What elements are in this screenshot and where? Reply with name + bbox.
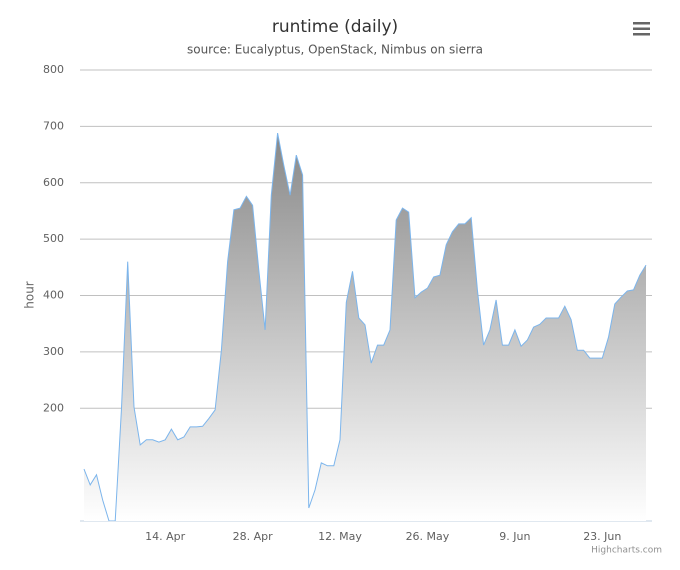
y-tick-label: 600 <box>43 176 64 189</box>
y-tick-label: 400 <box>43 289 64 302</box>
menu-bar <box>633 33 650 36</box>
y-tick-label: 700 <box>43 119 64 132</box>
plot-area <box>83 133 647 521</box>
y-axis-title: hour <box>23 281 37 309</box>
y-tick-label: 800 <box>43 63 64 76</box>
x-tick-label: 23. Jun <box>583 530 621 543</box>
x-tick-label: 14. Apr <box>145 530 185 543</box>
menu-bar <box>633 22 650 25</box>
y-tick-label: 500 <box>43 232 64 245</box>
chart-title: runtime (daily) <box>272 17 398 37</box>
y-tick-label: 300 <box>43 345 64 358</box>
x-tick-label: 9. Jun <box>499 530 530 543</box>
menu-button[interactable] <box>633 22 650 36</box>
x-tick-label: 28. Apr <box>233 530 273 543</box>
credits: Highcharts.com <box>591 546 662 556</box>
x-tick-label: 12. May <box>318 530 362 543</box>
x-tick-label: 26. May <box>406 530 450 543</box>
menu-bar <box>633 27 650 30</box>
y-tick-label: 200 <box>43 401 64 414</box>
chart-subtitle: source: Eucalyptus, OpenStack, Nimbus on… <box>187 43 483 57</box>
area-line <box>83 133 647 521</box>
